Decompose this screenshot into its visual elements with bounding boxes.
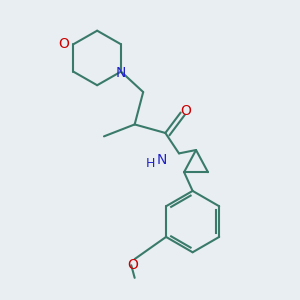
Text: N: N xyxy=(116,66,126,80)
Text: H: H xyxy=(145,157,155,170)
Text: N: N xyxy=(157,153,167,167)
Text: O: O xyxy=(180,104,191,118)
Text: O: O xyxy=(58,37,69,51)
Text: O: O xyxy=(128,258,138,272)
